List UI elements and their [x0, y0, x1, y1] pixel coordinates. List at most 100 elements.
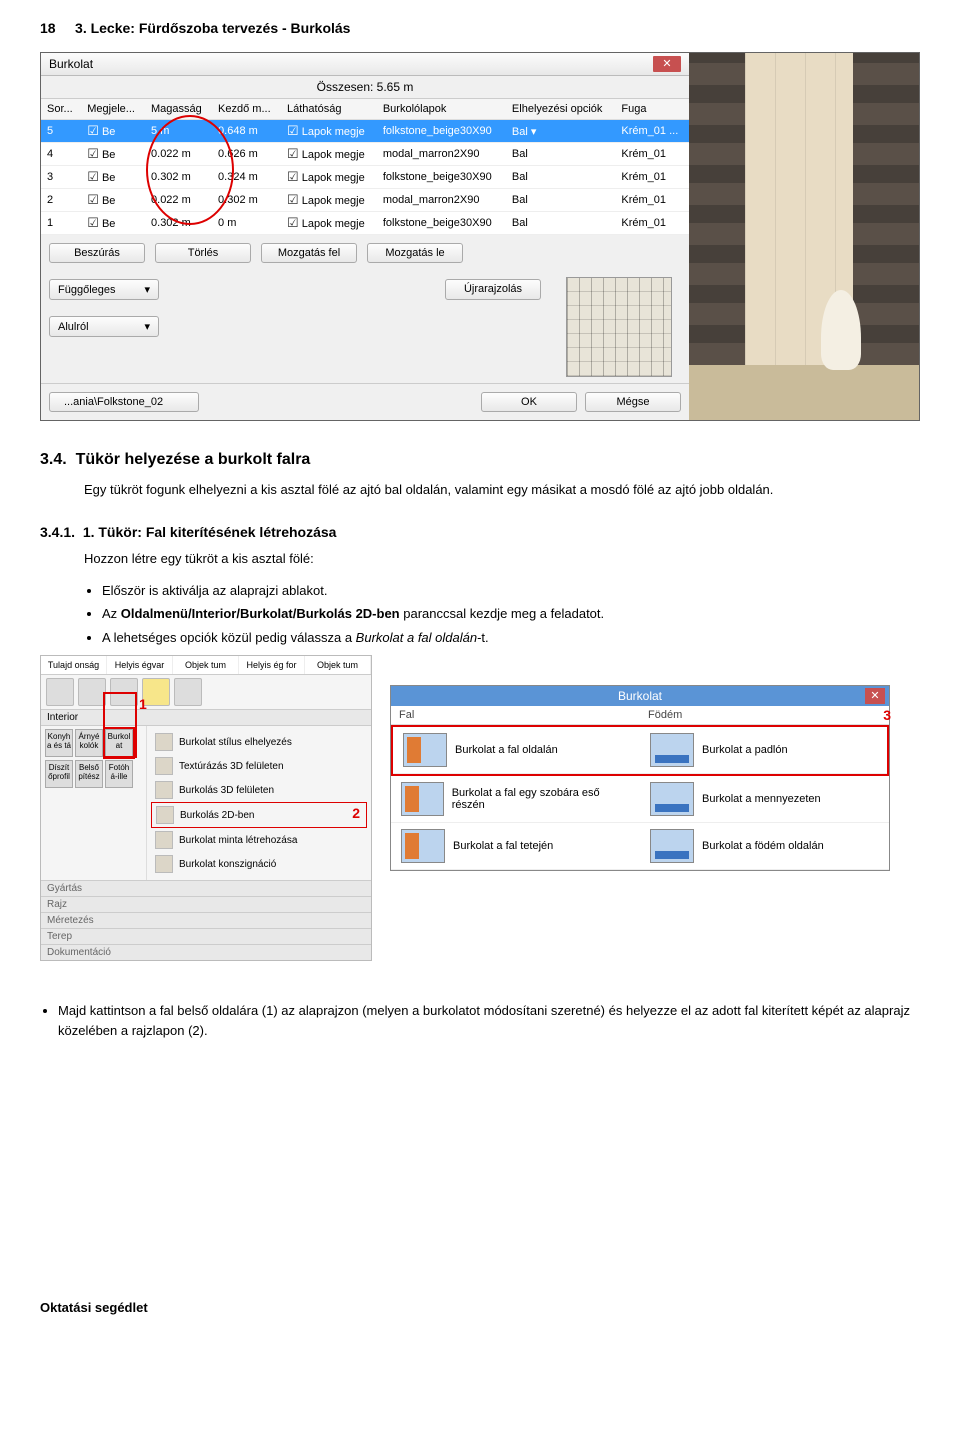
room-3d-preview	[689, 53, 919, 420]
page-footer: Oktatási segédlet	[40, 1300, 920, 1315]
opt-burkolat-fal-tetejen[interactable]: Burkolat a fal tetején	[391, 823, 640, 870]
close-icon[interactable]: ✕	[653, 56, 681, 72]
burkolat-table: Sor... Megjele... Magasság Kezdő m... Lá…	[41, 99, 689, 235]
col-elhelyezesi[interactable]: Elhelyezési opciók	[506, 99, 615, 120]
path-button[interactable]: ...ania\Folkstone_02	[49, 392, 199, 412]
col-megjele[interactable]: Megjele...	[81, 99, 145, 120]
ribbon-menu-item[interactable]: Burkolat konszignáció	[151, 852, 367, 876]
menu-icon	[155, 831, 173, 849]
instruction-bullets: Először is aktiválja az alaprajzi ablako…	[102, 581, 920, 648]
ribbon-icon[interactable]	[78, 678, 106, 706]
sum-label: Összesen: 5.65 m	[41, 76, 689, 99]
ribbon-panel: Tulajd onságHelyis égvarObjek tumHelyis …	[40, 655, 372, 961]
ujrarajzolas-button[interactable]: Újrarajzolás	[445, 279, 541, 300]
col-magassag[interactable]: Magasság	[145, 99, 212, 120]
table-header-row: Sor... Megjele... Magasság Kezdő m... Lá…	[41, 99, 689, 120]
beszuras-button[interactable]: Beszúrás	[49, 243, 145, 263]
ribbon-menu-item[interactable]: Burkolat stílus elhelyezés	[151, 730, 367, 754]
alulrol-dropdown[interactable]: Alulról▾	[49, 316, 159, 337]
col-lathatosag[interactable]: Láthatóság	[281, 99, 377, 120]
burkolat-popup: Burkolat ✕ Fal Födém Burkolat a fal olda…	[390, 685, 890, 871]
menu-icon	[156, 806, 174, 824]
menu-icon	[155, 757, 173, 775]
option-thumb-icon	[401, 782, 444, 816]
opt-burkolat-fal-szoba[interactable]: Burkolat a fal egy szobára eső részén	[391, 776, 640, 823]
table-row[interactable]: 5 Be5 m0.648 m Lapok megjefolkstone_beig…	[41, 120, 689, 143]
menu-icon	[155, 733, 173, 751]
side-tab[interactable]: Gyártás	[41, 880, 371, 896]
side-tab[interactable]: Méretezés	[41, 912, 371, 928]
dialog-title: Burkolat	[49, 57, 93, 71]
side-tab[interactable]: Terep	[41, 928, 371, 944]
ribbon-icon[interactable]	[46, 678, 74, 706]
mozgatas-le-button[interactable]: Mozgatás le	[367, 243, 463, 263]
table-row[interactable]: 4 Be0.022 m0.626 m Lapok megjemodal_marr…	[41, 143, 689, 166]
side-tab[interactable]: Rajz	[41, 896, 371, 912]
side-tab[interactable]: Dokumentáció	[41, 944, 371, 960]
annotation-number-2: 2	[352, 805, 360, 821]
ribbon-category-button[interactable]: Árnyé kolók	[75, 729, 103, 757]
ribbon-category-button[interactable]: Konyh a és tá	[45, 729, 73, 757]
col-fodem-label: Födém	[640, 706, 889, 724]
ribbon-top-cell[interactable]: Tulajd onság	[41, 656, 107, 674]
instruction-paragraph: Hozzon létre egy tükröt a kis asztal föl…	[84, 550, 920, 569]
ribbon-category-button[interactable]: Burkol at	[105, 729, 133, 757]
ok-button[interactable]: OK	[481, 392, 577, 412]
opt-burkolat-fal-oldalan[interactable]: Burkolat a fal oldalán	[393, 727, 640, 774]
final-bullet-list: Majd kattintson a fal belső oldalára (1)…	[58, 1001, 920, 1040]
col-burkololapok[interactable]: Burkolólapok	[377, 99, 506, 120]
col-sor[interactable]: Sor...	[41, 99, 81, 120]
option-thumb-icon	[401, 829, 445, 863]
popup-title: Burkolat	[618, 689, 662, 703]
ribbon-category-button[interactable]: Díszít őprofil	[45, 760, 73, 788]
mozgatas-fel-button[interactable]: Mozgatás fel	[261, 243, 357, 263]
megse-button[interactable]: Mégse	[585, 392, 681, 412]
ribbon-icon[interactable]	[174, 678, 202, 706]
ribbon-icon[interactable]	[110, 678, 138, 706]
ribbon-top-cell[interactable]: Helyis ég for	[239, 656, 305, 674]
option-thumb-icon	[650, 733, 694, 767]
ribbon-top-cell[interactable]: Helyis égvar	[107, 656, 173, 674]
chevron-down-icon: ▾	[144, 283, 150, 296]
col-fal-label: Fal	[391, 706, 640, 724]
chevron-down-icon: ▾	[144, 320, 150, 333]
highlighted-option-row: Burkolat a fal oldalán Burkolat a padlón…	[391, 725, 889, 776]
interior-section-label[interactable]: Interior	[41, 709, 371, 726]
bullet-2: Az Oldalmenü/Interior/Burkolat/Burkolás …	[102, 604, 920, 624]
final-instruction: Majd kattintson a fal belső oldalára (1)…	[58, 1001, 920, 1040]
ribbon-top-cell[interactable]: Objek tum	[173, 656, 239, 674]
section-3-4-heading: 3.4. Tükör helyezése a burkolt falra	[40, 451, 920, 469]
torles-button[interactable]: Törlés	[155, 243, 251, 263]
option-thumb-icon	[650, 829, 694, 863]
page-header: 18 3. Lecke: Fürdőszoba tervezés - Burko…	[40, 20, 920, 36]
screenshots-row: Tulajd onságHelyis égvarObjek tumHelyis …	[40, 655, 920, 961]
ribbon-top-cell[interactable]: Objek tum	[305, 656, 371, 674]
table-row[interactable]: 3 Be0.302 m0.324 m Lapok megjefolkstone_…	[41, 166, 689, 189]
opt-burkolat-mennyezet[interactable]: Burkolat a mennyezeten	[640, 776, 889, 823]
annotation-number-1: 1	[139, 696, 147, 712]
wall-preview-icon	[566, 277, 672, 377]
col-kezdo[interactable]: Kezdő m...	[212, 99, 281, 120]
bullet-3: A lehetséges opciók közül pedig válassza…	[102, 628, 920, 648]
table-row[interactable]: 1 Be0.302 m0 m Lapok megjefolkstone_beig…	[41, 212, 689, 235]
table-row[interactable]: 2 Be0.022 m0.302 m Lapok megjemodal_marr…	[41, 189, 689, 212]
burkolat-dialog-screenshot: Burkolat ✕ Összesen: 5.65 m Sor... Megje…	[40, 52, 920, 421]
option-thumb-icon	[650, 782, 694, 816]
section-3-4-1-heading: 3.4.1. 1. Tükör: Fal kiterítésének létre…	[40, 524, 920, 540]
opt-burkolat-fodem-oldalan[interactable]: Burkolat a födém oldalán	[640, 823, 889, 870]
lesson-title: 3. Lecke: Fürdőszoba tervezés - Burkolás	[75, 20, 350, 36]
ribbon-menu-item[interactable]: Textúrázás 3D felületen	[151, 754, 367, 778]
intro-paragraph: Egy tükröt fogunk elhelyezni a kis aszta…	[84, 481, 920, 500]
ribbon-menu-item[interactable]: Burkolás 2D-ben2	[151, 802, 367, 828]
ribbon-menu-item[interactable]: Burkolat minta létrehozása	[151, 828, 367, 852]
col-fuga[interactable]: Fuga	[615, 99, 689, 120]
opt-burkolat-padlon[interactable]: Burkolat a padlón	[640, 727, 887, 774]
option-thumb-icon	[403, 733, 447, 767]
bullet-1: Először is aktiválja az alaprajzi ablako…	[102, 581, 920, 601]
ribbon-menu-item[interactable]: Burkolás 3D felületen	[151, 778, 367, 802]
fuggoleges-dropdown[interactable]: Függőleges▾	[49, 279, 159, 300]
ribbon-category-button[interactable]: Fotóh á-ille	[105, 760, 133, 788]
ribbon-category-button[interactable]: Belső pítész	[75, 760, 103, 788]
close-icon[interactable]: ✕	[865, 688, 885, 704]
menu-icon	[155, 781, 173, 799]
